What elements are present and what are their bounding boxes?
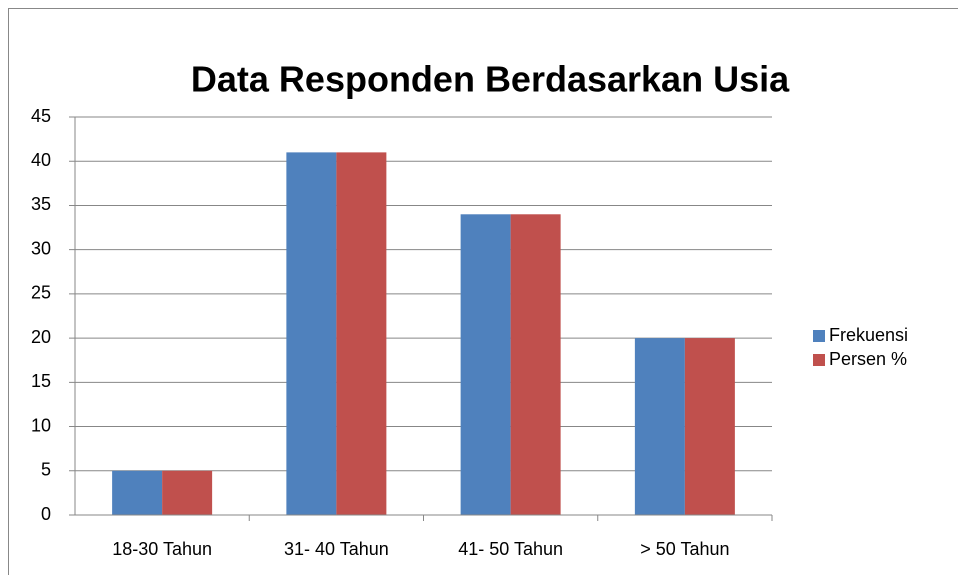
bar <box>336 152 387 515</box>
y-tick-label: 0 <box>41 504 51 524</box>
bar <box>684 338 735 515</box>
legend-label: Frekuensi <box>829 325 908 345</box>
bar <box>286 152 337 515</box>
bar <box>112 470 163 515</box>
y-tick-label: 45 <box>31 106 51 126</box>
x-tick-label: 18-30 Tahun <box>112 539 212 559</box>
legend-swatch <box>813 354 825 366</box>
y-tick-label: 20 <box>31 327 51 347</box>
y-tick-label: 10 <box>31 415 51 435</box>
y-tick-label: 40 <box>31 150 51 170</box>
y-tick-label: 5 <box>41 460 51 480</box>
legend-swatch <box>813 330 825 342</box>
bar <box>162 470 213 515</box>
y-tick-label: 25 <box>31 283 51 303</box>
x-tick-label: 31- 40 Tahun <box>284 539 389 559</box>
y-tick-label: 15 <box>31 371 51 391</box>
legend-label: Persen % <box>829 349 907 369</box>
y-tick-label: 35 <box>31 194 51 214</box>
chart-title: Data Responden Berdasarkan Usia <box>191 59 790 100</box>
bar <box>634 338 685 515</box>
y-tick-label: 30 <box>31 238 51 258</box>
bar <box>510 214 561 516</box>
x-tick-label: 41- 50 Tahun <box>458 539 563 559</box>
x-tick-label: > 50 Tahun <box>640 539 729 559</box>
bar <box>460 214 511 516</box>
